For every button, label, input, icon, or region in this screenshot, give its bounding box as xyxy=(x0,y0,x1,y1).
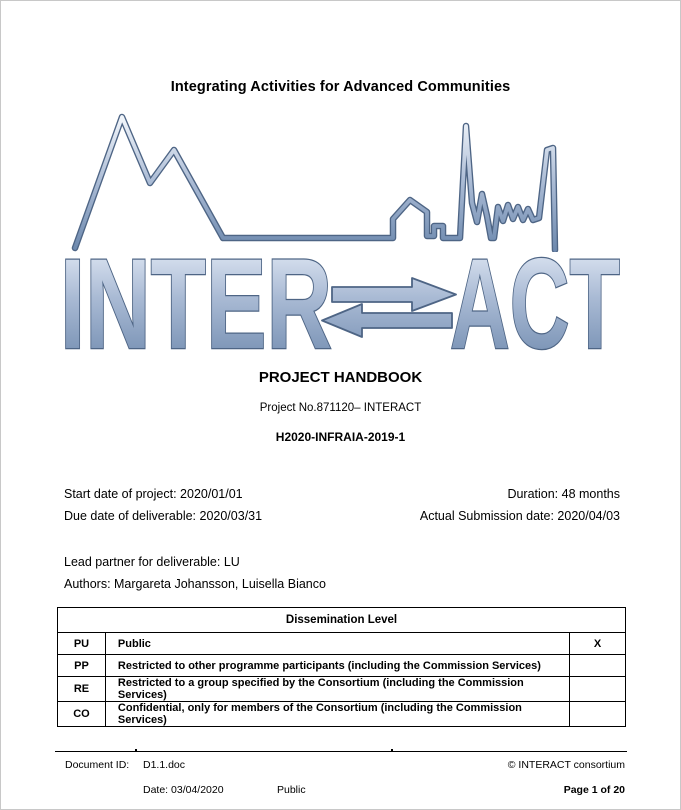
authors: Authors: Margareta Johansson, Luisella B… xyxy=(64,577,326,591)
left-arrow-icon xyxy=(321,303,453,338)
level-mark xyxy=(569,676,626,702)
right-arrow-icon xyxy=(331,277,457,312)
interact-wordmark: INTER ACT xyxy=(60,252,620,354)
handbook-title: PROJECT HANDBOOK xyxy=(258,369,423,386)
page-footer: Document ID: D1.1.doc © INTERACT consort… xyxy=(55,749,627,801)
project-number: Project No.871120– INTERACT xyxy=(259,402,422,414)
deliverable-info: Lead partner for deliverable: LU Authors… xyxy=(64,551,326,595)
start-date: Start date of project: 2020/01/01 xyxy=(64,487,243,501)
due-date: Due date of deliverable: 2020/03/31 xyxy=(64,509,263,523)
logo-word-act: ACT xyxy=(450,252,620,354)
level-code: PU xyxy=(57,632,106,655)
page-number: Page 1 of 20 xyxy=(563,784,625,796)
level-description: Confidential, only for members of the Co… xyxy=(104,701,571,727)
call-identifier: H2020-INFRAIA-2019-1 xyxy=(275,430,406,444)
table-title: Dissemination Level xyxy=(57,607,626,633)
level-description: Public xyxy=(104,632,571,655)
actual-submission-date: Actual Submission date: 2020/04/03 xyxy=(419,509,620,523)
table-row: PP Restricted to other programme partici… xyxy=(57,654,626,677)
footer-date: Date: 03/04/2020 xyxy=(143,784,224,796)
logo-word-inter: INTER xyxy=(60,252,332,354)
document-header-title: Integrating Activities for Advanced Comm… xyxy=(170,79,511,95)
level-mark: X xyxy=(569,632,626,655)
doc-id-value: D1.1.doc xyxy=(143,759,186,771)
project-dates: Start date of project: 2020/01/01 Durati… xyxy=(64,483,620,527)
level-code: RE xyxy=(57,676,106,702)
level-mark xyxy=(569,701,626,727)
footer-divider-tick xyxy=(135,749,137,752)
dissemination-table: Dissemination Level PU Public X PP Restr… xyxy=(57,607,626,727)
level-description: Restricted to a group specified by the C… xyxy=(104,676,571,702)
duration: Duration: 48 months xyxy=(507,487,620,501)
level-mark xyxy=(569,654,626,677)
table-row: RE Restricted to a group specified by th… xyxy=(57,676,626,702)
footer-divider-tick xyxy=(391,749,393,752)
doc-id-label: Document ID: xyxy=(65,759,130,771)
lead-partner: Lead partner for deliverable: LU xyxy=(64,555,240,569)
table-header-row: Dissemination Level xyxy=(57,607,626,633)
copyright-notice: © INTERACT consortium xyxy=(507,759,625,771)
table-row: CO Confidential, only for members of the… xyxy=(57,701,626,727)
table-row: PU Public X xyxy=(57,632,626,655)
interact-logo: INTER ACT xyxy=(60,110,620,354)
footer-visibility: Public xyxy=(277,784,306,796)
level-code: CO xyxy=(57,701,106,727)
level-code: PP xyxy=(57,654,106,677)
mountain-city-skyline-icon xyxy=(71,113,559,252)
level-description: Restricted to other programme participan… xyxy=(104,654,571,677)
